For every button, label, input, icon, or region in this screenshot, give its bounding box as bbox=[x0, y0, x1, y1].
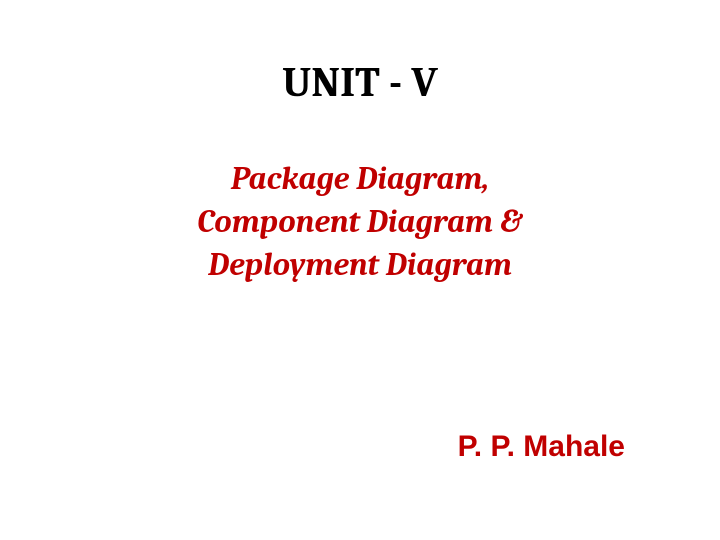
subtitle-line-2: Component Diagram & bbox=[197, 203, 522, 240]
slide-title: UNIT - V bbox=[0, 58, 720, 107]
slide-author: P. P. Mahale bbox=[458, 430, 625, 464]
slide-subtitle: Package Diagram, Component Diagram & Dep… bbox=[0, 157, 720, 287]
subtitle-line-1: Package Diagram, bbox=[231, 160, 489, 197]
subtitle-line-3: Deployment Diagram bbox=[208, 246, 512, 283]
